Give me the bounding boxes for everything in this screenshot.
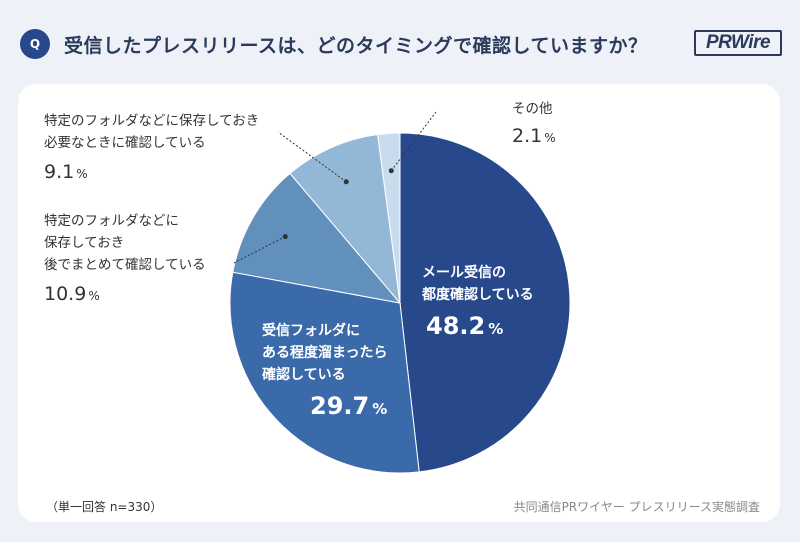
pie-slice-folder-batch [232,172,402,304]
leader-folder-batch-dot [282,234,288,240]
source-note: 共同通信PRワイヤー プレスリリース実態調査 [513,500,760,514]
question-badge: Q [20,29,50,59]
leader-folder-need-dot [343,179,349,185]
slice-value-folder-need: 9.1 [44,161,75,183]
slice-value-inbox: 29.7 [310,392,370,420]
slice-label-mail-line2: 都度確認している [422,287,534,303]
leader-other-dot [388,168,394,174]
sample-note: （単一回答 n=330） [46,500,163,514]
leader-other [390,111,437,171]
slice-label-folder-batch: 特定のフォルダなどに 保存しておき 後でまとめて確認している 10.9% [44,213,206,305]
slice-label-mail-line1: メール受信の [422,265,506,281]
leader-folder-batch [233,236,286,264]
pie-slice-inbox [229,271,420,474]
slice-label-folder-need: 特定のフォルダなどに保存しておき 必要なときに確認している 9.1% [44,113,260,183]
pie-slice-folder-need [289,133,401,305]
slice-value-other: 2.1 [512,125,543,147]
pie-slice-other [377,132,401,304]
slice-value-folder-batch: 10.9 [44,283,87,305]
prwire-logo: PRWire [694,30,782,56]
pie-slice-mail [399,132,571,473]
slice-label-mail: メール受信の 都度確認している 48.2% [422,265,534,340]
slice-value-mail: 48.2 [426,312,486,340]
slice-label-other: その他 2.1% [512,101,556,147]
slice-label-inbox: 受信フォルダに ある程度溜まったら 確認している 29.7% [262,323,388,420]
question-title: 受信したプレスリリースは、どのタイミングで確認していますか？ [64,35,648,57]
